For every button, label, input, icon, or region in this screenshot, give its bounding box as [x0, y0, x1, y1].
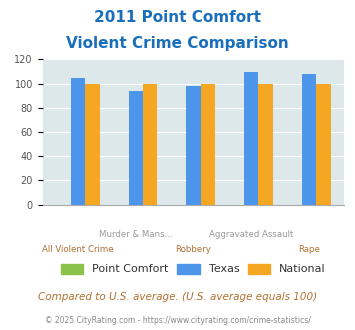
Text: © 2025 CityRating.com - https://www.cityrating.com/crime-statistics/: © 2025 CityRating.com - https://www.city…: [45, 315, 310, 325]
Text: Murder & Mans...: Murder & Mans...: [99, 230, 173, 239]
Bar: [316, 83, 331, 205]
Bar: [258, 83, 273, 205]
Text: All Violent Crime: All Violent Crime: [42, 245, 114, 254]
Text: Violent Crime Comparison: Violent Crime Comparison: [66, 36, 289, 51]
Bar: [244, 72, 258, 205]
Legend: Point Comfort, Texas, National: Point Comfort, Texas, National: [56, 259, 331, 279]
Bar: [186, 86, 201, 205]
Bar: [302, 74, 316, 205]
Text: Aggravated Assault: Aggravated Assault: [209, 230, 294, 239]
Bar: [71, 78, 85, 205]
Bar: [143, 83, 157, 205]
Text: Robbery: Robbery: [175, 245, 212, 254]
Text: 2011 Point Comfort: 2011 Point Comfort: [94, 10, 261, 25]
Bar: [85, 83, 100, 205]
Bar: [201, 83, 215, 205]
Text: Rape: Rape: [298, 245, 320, 254]
Bar: [129, 91, 143, 205]
Text: Compared to U.S. average. (U.S. average equals 100): Compared to U.S. average. (U.S. average …: [38, 292, 317, 302]
